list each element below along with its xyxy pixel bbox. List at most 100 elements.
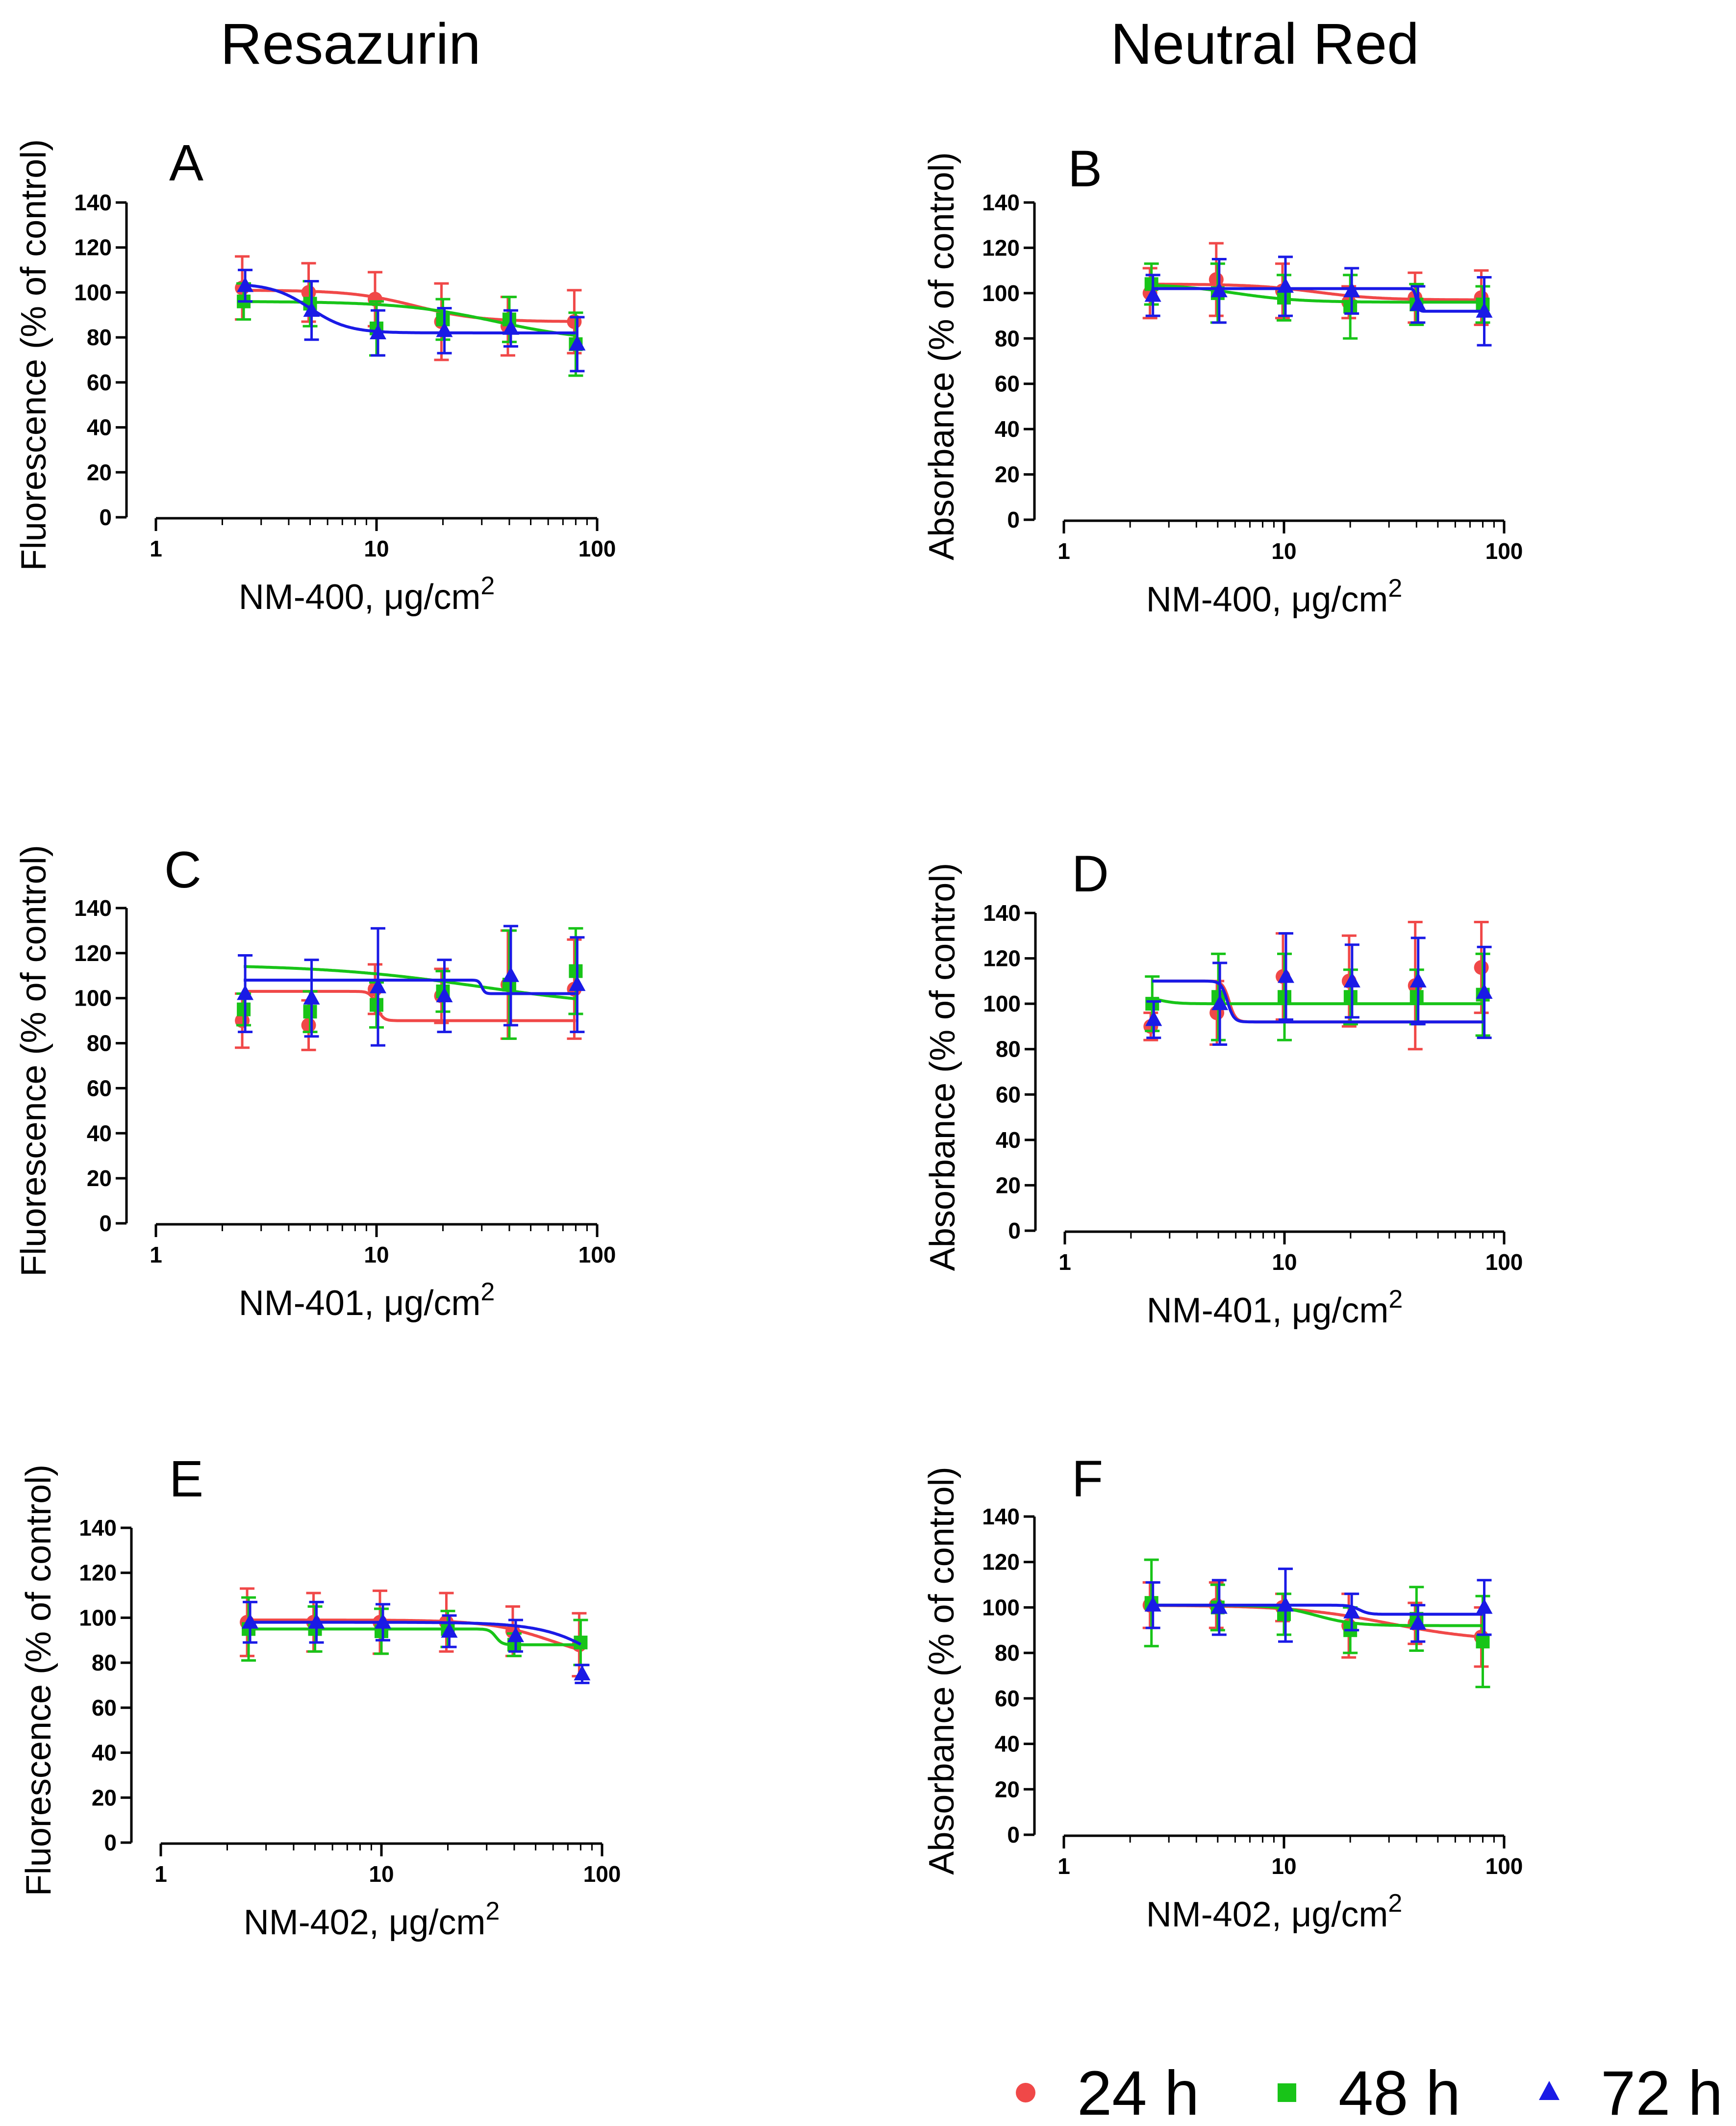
y-tick-label: 100 xyxy=(982,280,1020,306)
chart-panel-B: B 0 20 40 60 80 100 120 140 1 10 100 NM-400, μg/cm2 A… xyxy=(922,140,1523,619)
x-tick-label: 10 xyxy=(364,536,389,561)
y-tick-label: 140 xyxy=(74,190,112,215)
y-tick-label: 60 xyxy=(996,1082,1021,1107)
y-tick-label: 0 xyxy=(104,1830,117,1855)
y-tick-label: 40 xyxy=(995,1731,1020,1757)
data-point xyxy=(502,966,519,982)
fit-curve xyxy=(1152,979,1483,1024)
y-tick-label: 80 xyxy=(995,326,1020,351)
data-point xyxy=(441,1622,458,1638)
data-point xyxy=(1145,997,1159,1011)
legend-label: 24 h xyxy=(1077,2058,1199,2124)
x-tick-label: 1 xyxy=(1057,1853,1070,1879)
y-tick-label: 140 xyxy=(79,1515,117,1541)
fit-curve xyxy=(244,979,576,995)
series-48h xyxy=(241,1596,588,1667)
y-axis-label: Fluorescence (% of control) xyxy=(14,845,53,1276)
x-tick-label: 10 xyxy=(364,1242,389,1267)
legend-square-marker xyxy=(1278,2083,1296,2102)
data-point xyxy=(1277,277,1294,293)
panel-letter-A: A xyxy=(169,134,203,192)
data-point xyxy=(1144,1596,1161,1612)
series-24h xyxy=(240,1587,587,1678)
y-axis-label: Absorbance (% of control) xyxy=(923,863,962,1271)
x-tick-label: 100 xyxy=(1485,538,1523,564)
fit-curve xyxy=(249,1620,581,1646)
data-point xyxy=(1277,291,1291,305)
data-point xyxy=(1343,1603,1360,1619)
column-title-neutral-red: Neutral Red xyxy=(1110,12,1419,76)
y-tick-label: 100 xyxy=(79,1605,117,1630)
data-point xyxy=(1343,972,1360,987)
data-point xyxy=(1278,967,1294,983)
x-tick-label: 1 xyxy=(154,1861,167,1887)
y-tick-label: 40 xyxy=(92,1740,117,1766)
chart-panel-A: A 0 20 40 60 80 100 120 140 1 10 100 NM-400, μg/cm2 F… xyxy=(14,134,616,617)
y-tick-label: 20 xyxy=(92,1785,117,1810)
series-48h xyxy=(1144,262,1490,340)
data-point xyxy=(1145,1011,1162,1026)
x-axis-label: NM-400, μg/cm2 xyxy=(239,572,495,617)
y-tick-label: 60 xyxy=(995,1686,1020,1711)
x-tick-label: 1 xyxy=(1057,538,1070,564)
data-point xyxy=(436,987,453,1003)
data-point xyxy=(1211,995,1229,1011)
y-tick-label: 20 xyxy=(996,1172,1021,1198)
x-tick-label: 100 xyxy=(583,1861,621,1887)
y-tick-label: 140 xyxy=(983,900,1021,926)
data-point xyxy=(1474,960,1489,975)
y-tick-label: 120 xyxy=(74,940,112,966)
y-tick-label: 80 xyxy=(92,1650,117,1675)
y-tick-label: 80 xyxy=(87,325,112,350)
data-point xyxy=(1343,990,1358,1004)
data-point xyxy=(1476,1598,1493,1614)
y-tick-label: 120 xyxy=(74,235,112,260)
legend-circle-marker xyxy=(1016,2083,1035,2102)
data-point xyxy=(569,335,586,351)
data-point xyxy=(303,1005,317,1019)
column-title-resazurin: Resazurin xyxy=(220,12,480,76)
y-tick-label: 120 xyxy=(79,1560,117,1586)
panel-letter-D: D xyxy=(1072,845,1109,903)
fit-curve xyxy=(1152,997,1483,1006)
fit-curve xyxy=(1151,1603,1483,1616)
y-axis-label: Absorbance (% of control) xyxy=(922,1467,961,1874)
x-tick-label: 10 xyxy=(369,1861,394,1887)
data-point xyxy=(308,1613,325,1629)
y-tick-label: 120 xyxy=(982,1549,1020,1575)
fit-curve xyxy=(243,283,576,334)
y-tick-label: 0 xyxy=(1008,1218,1021,1243)
legend-item-72h: 72 h xyxy=(1539,2058,1723,2126)
data-point xyxy=(301,1017,316,1033)
y-tick-label: 40 xyxy=(87,415,112,440)
x-axis-label: NM-401, μg/cm2 xyxy=(1147,1285,1403,1330)
y-tick-label: 100 xyxy=(982,1594,1020,1620)
x-tick-label: 100 xyxy=(579,1242,616,1267)
data-point xyxy=(1476,984,1493,999)
x-tick-label: 100 xyxy=(1485,1853,1523,1879)
data-point xyxy=(237,277,254,292)
series-48h xyxy=(236,927,583,1040)
legend-label: 48 h xyxy=(1338,2058,1460,2124)
data-point xyxy=(1343,282,1360,298)
data-point xyxy=(574,1665,591,1681)
y-tick-label: 60 xyxy=(87,370,112,395)
y-tick-label: 40 xyxy=(87,1120,112,1146)
legend-triangle-marker xyxy=(1539,2081,1560,2100)
data-point xyxy=(436,322,453,337)
series-72h xyxy=(1145,932,1493,1046)
series-72h xyxy=(1144,1568,1493,1643)
x-tick-label: 10 xyxy=(1271,538,1296,564)
y-tick-label: 140 xyxy=(982,1504,1020,1529)
chart-panel-E: E 0 20 40 60 80 100 120 140 1 10 100 NM-402, μg/cm2 F… xyxy=(19,1450,621,1942)
fit-curve xyxy=(243,289,576,323)
x-tick-label: 100 xyxy=(579,536,616,561)
panel-letter-B: B xyxy=(1068,140,1102,198)
y-tick-label: 20 xyxy=(995,462,1020,487)
y-tick-label: 60 xyxy=(92,1695,117,1721)
series-72h xyxy=(237,925,586,1047)
x-tick-label: 10 xyxy=(1271,1853,1296,1879)
series-72h xyxy=(1144,255,1493,347)
data-point xyxy=(1476,1634,1490,1648)
